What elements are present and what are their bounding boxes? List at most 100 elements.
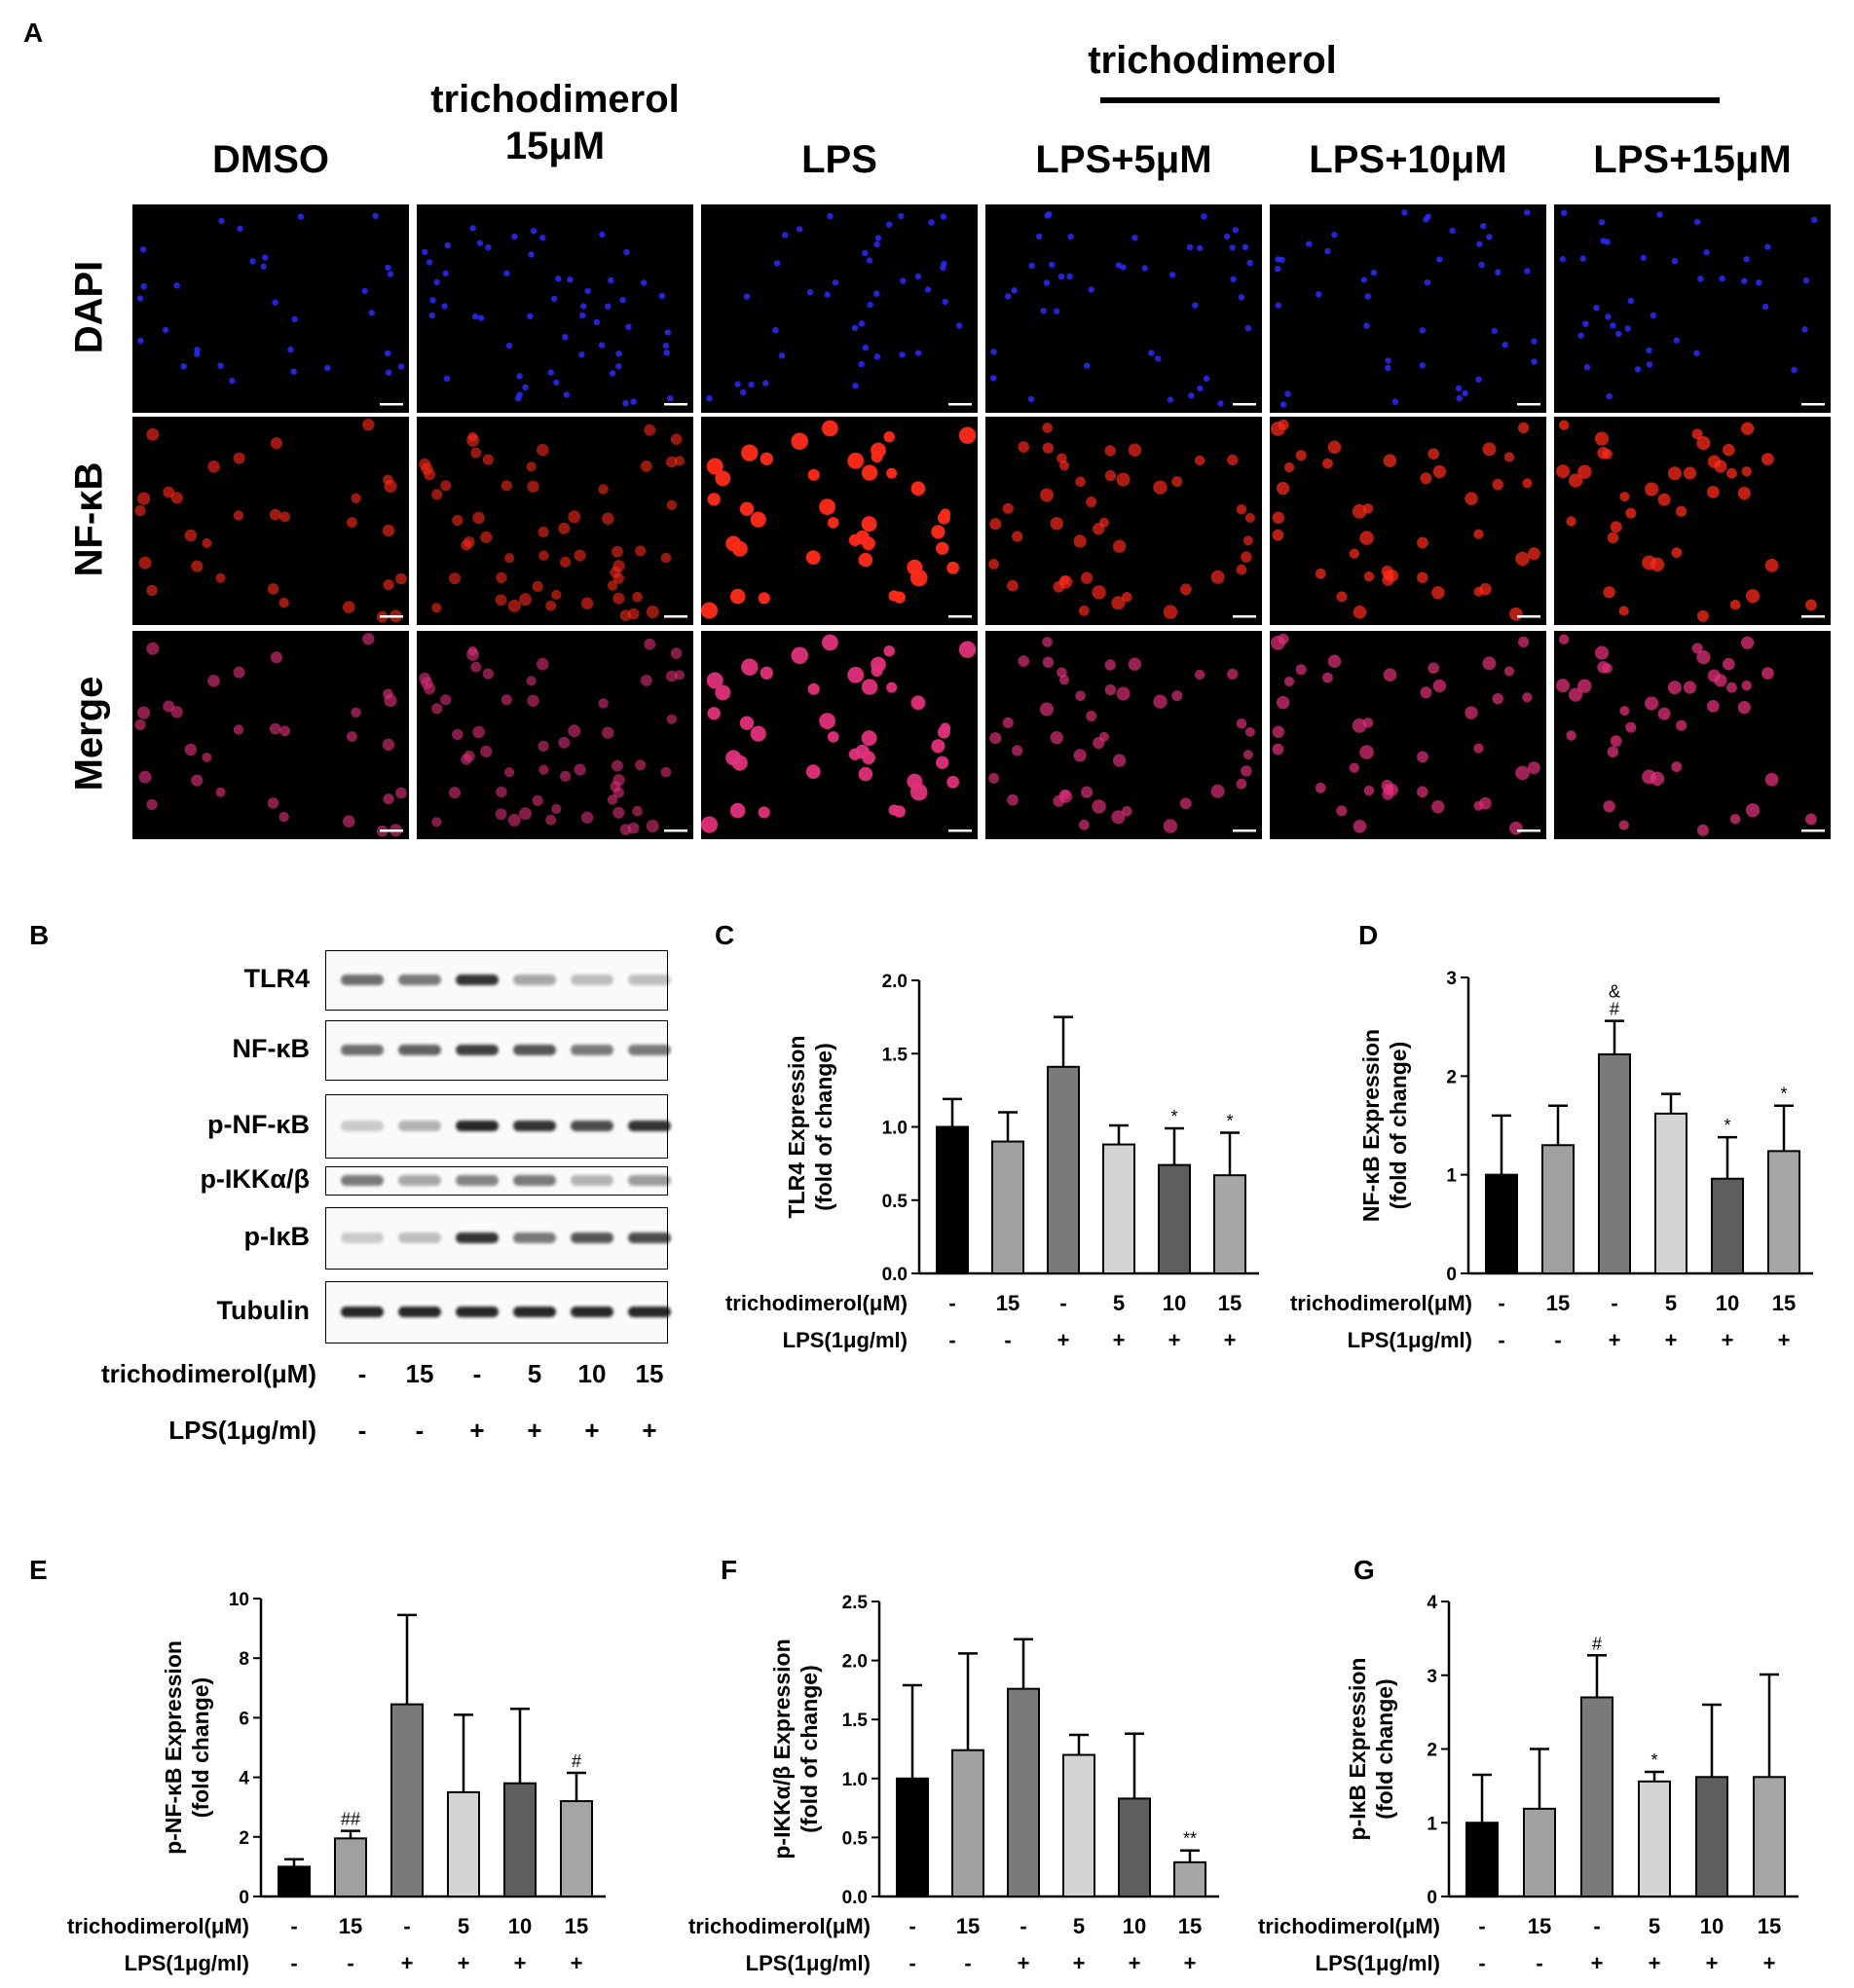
- scale-bar: [380, 403, 403, 406]
- y-tick-label: 0: [1427, 1888, 1437, 1908]
- bar: [1118, 1797, 1151, 1898]
- x-tick-label-lps: +: [1706, 1951, 1719, 1975]
- micrograph-tile: [417, 204, 693, 413]
- wb-band: [628, 1233, 671, 1243]
- x-tick-label-lps: +: [1763, 1951, 1776, 1975]
- micrograph-tile: [132, 417, 409, 625]
- y-tick-label: 1.5: [882, 1045, 908, 1065]
- x-tick-label-lps: +: [1018, 1951, 1030, 1975]
- y-tick-label: 0.0: [882, 1265, 908, 1285]
- wb-band: [571, 1175, 613, 1186]
- x-tick-label-lps: +: [571, 1951, 583, 1975]
- y-axis-label-line: (fold of change): [811, 1043, 836, 1210]
- group-bracket-line: [1100, 97, 1720, 103]
- x-tick-label-trichodimerol: -: [290, 1914, 297, 1938]
- significance-marker: **: [1183, 1829, 1197, 1849]
- bar: [951, 1749, 984, 1898]
- micrograph-tile: [1270, 417, 1546, 625]
- y-tick-label: 3: [1427, 1667, 1437, 1687]
- x-tick-label-trichodimerol: 15: [996, 1291, 1020, 1315]
- x-tick-label-trichodimerol: 15: [1218, 1291, 1242, 1315]
- significance-marker: #: [1610, 1000, 1619, 1019]
- x-tick-label-lps: -: [1554, 1328, 1561, 1352]
- bar: [390, 1703, 424, 1897]
- wb-lps-value: -: [415, 1416, 425, 1445]
- y-tick-label: 0.0: [842, 1888, 868, 1908]
- group-label-trichodimerol: trichodimerol: [1088, 39, 1337, 82]
- x-tick-label-lps: +: [1168, 1328, 1181, 1352]
- x-tick-label-trichodimerol: -: [1498, 1291, 1504, 1315]
- x-tick-label-trichodimerol: 5: [1649, 1914, 1660, 1938]
- wb-band: [628, 1121, 671, 1131]
- y-tick-label: 6: [239, 1709, 249, 1729]
- micrograph-tile: [1270, 204, 1546, 413]
- bar: [1102, 1143, 1135, 1275]
- x-tick-label-lps: +: [401, 1951, 414, 1975]
- x-tick-label-trichodimerol: 10: [1700, 1914, 1724, 1938]
- micrograph-tile: [701, 631, 978, 839]
- x-tick-label-trichodimerol: 15: [1528, 1914, 1551, 1938]
- x-tick-label-trichodimerol: 15: [565, 1914, 588, 1938]
- y-tick-label: 0: [239, 1888, 249, 1908]
- micrograph-tile: [1270, 631, 1546, 839]
- y-axis-label-line: p-NF-κB Expression: [161, 1640, 186, 1855]
- column-header: LPS: [801, 138, 877, 181]
- wb-band: [398, 1121, 441, 1131]
- wb-lps-value: -: [357, 1416, 367, 1445]
- x-tick-label-trichodimerol: -: [1611, 1291, 1617, 1315]
- y-axis-label-line: (fold of change): [1386, 1042, 1411, 1209]
- scale-bar: [664, 829, 687, 832]
- scale-bar: [1233, 403, 1256, 406]
- x-tick-label-trichodimerol: -: [948, 1291, 955, 1315]
- y-tick-label: 2.0: [842, 1652, 868, 1673]
- y-tick-label: 1.0: [842, 1770, 868, 1790]
- significance-marker: ##: [341, 1810, 360, 1829]
- wb-trichodimerol-value: -: [357, 1359, 367, 1388]
- scale-bar: [380, 829, 403, 832]
- x-tick-label-lps: +: [1649, 1951, 1661, 1975]
- bar: [1007, 1687, 1040, 1897]
- x-tick-label-lps: -: [908, 1951, 915, 1975]
- wb-band: [341, 1045, 384, 1055]
- wb-lps-label: LPS(1μg/ml): [168, 1416, 316, 1445]
- bar: [896, 1777, 929, 1898]
- lps-row-label: LPS(1μg/ml): [1316, 1951, 1440, 1975]
- wb-protein-label: TLR4: [243, 964, 311, 993]
- x-tick-label-lps: +: [1722, 1328, 1734, 1352]
- y-tick-label: 1.0: [882, 1119, 908, 1139]
- bar: [1598, 1053, 1631, 1275]
- x-tick-label-trichodimerol: 5: [1073, 1914, 1085, 1938]
- y-tick-label: 4: [239, 1769, 249, 1789]
- wb-trichodimerol-value: 15: [635, 1359, 664, 1388]
- y-axis-label-line: TLR4 Expression: [784, 1036, 809, 1219]
- wb-band: [513, 1233, 556, 1243]
- bar: [560, 1800, 593, 1897]
- significance-marker: #: [1592, 1634, 1602, 1653]
- y-tick-label: 2: [1427, 1741, 1437, 1761]
- wb-band: [571, 1045, 613, 1055]
- bar: [1523, 1807, 1556, 1898]
- y-axis-label-line: (fold change): [188, 1677, 213, 1818]
- wb-band: [628, 1307, 671, 1317]
- scale-bar: [1801, 829, 1825, 832]
- x-tick-label-lps: -: [1536, 1951, 1542, 1975]
- wb-protein-label: Tubulin: [216, 1296, 310, 1325]
- x-tick-label-lps: +: [1224, 1328, 1237, 1352]
- wb-band: [341, 1307, 384, 1317]
- wb-band: [398, 975, 441, 985]
- y-tick-label: 1: [1427, 1814, 1437, 1834]
- scale-bar: [948, 829, 972, 832]
- y-tick-label: 10: [229, 1590, 249, 1610]
- x-tick-label-trichodimerol: 5: [458, 1914, 469, 1938]
- significance-marker: &: [1609, 982, 1620, 1002]
- bar: [1173, 1860, 1206, 1898]
- bar: [1062, 1753, 1095, 1898]
- wb-band: [341, 1121, 384, 1131]
- bar: [1213, 1174, 1246, 1275]
- micrograph-tile: [1554, 417, 1831, 625]
- micrograph-tile: [985, 631, 1262, 839]
- wb-band: [628, 1045, 671, 1055]
- wb-band: [456, 1233, 499, 1243]
- y-tick-label: 2.5: [842, 1593, 869, 1613]
- wb-band: [628, 1175, 671, 1186]
